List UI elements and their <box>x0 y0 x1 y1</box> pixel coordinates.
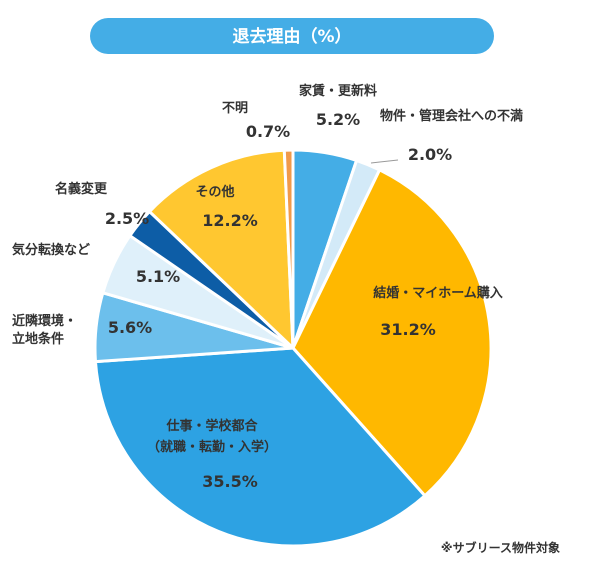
pie-slice-2 <box>291 168 493 498</box>
slice-value-3: 35.5% <box>202 472 258 491</box>
footnote: ※サブリース物件対象 <box>441 540 560 555</box>
slice-label-0: 家賃・更新料 <box>299 83 377 99</box>
slice-label-line2-4: 立地条件 <box>12 331 64 347</box>
pie-slice-3 <box>93 346 427 548</box>
slice-label-4: 近隣環境・ <box>12 313 77 329</box>
title-bar <box>90 18 494 54</box>
slice-value-7: 12.2% <box>202 211 258 230</box>
slice-label-8: 不明 <box>222 101 248 116</box>
slice-value-2: 31.2% <box>380 320 436 339</box>
leader-lines <box>370 159 399 164</box>
leader-line-1 <box>370 159 399 164</box>
pie-slice-7 <box>148 148 295 350</box>
slice-value-8: 0.7% <box>246 122 290 141</box>
slice-label-2: 結婚・マイホーム購入 <box>373 285 503 301</box>
slice-label-7: その他 <box>195 184 234 200</box>
chart-title: 退去理由（%） <box>232 26 351 47</box>
slice-labels: 家賃・更新料 5.2% 物件・管理会社への不満 2.0% 結婚・マイホーム購入 31.2%… <box>12 83 523 491</box>
slice-value-6: 2.5% <box>105 209 149 228</box>
slice-label-line2-3: （就職・転勤・入学） <box>147 439 277 455</box>
slice-value-0: 5.2% <box>316 110 360 129</box>
pie-slice-8 <box>282 148 295 350</box>
slice-value-1: 2.0% <box>408 145 452 164</box>
slice-value-5: 5.1% <box>136 267 180 286</box>
slice-value-4: 5.6% <box>108 318 152 337</box>
pie-slices <box>93 148 493 548</box>
slice-label-6: 名義変更 <box>55 181 108 197</box>
slice-label-5: 気分転換など <box>12 242 90 258</box>
slice-label-3: 仕事・学校都合 <box>165 418 258 434</box>
slice-label-1: 物件・管理会社への不満 <box>380 108 523 124</box>
